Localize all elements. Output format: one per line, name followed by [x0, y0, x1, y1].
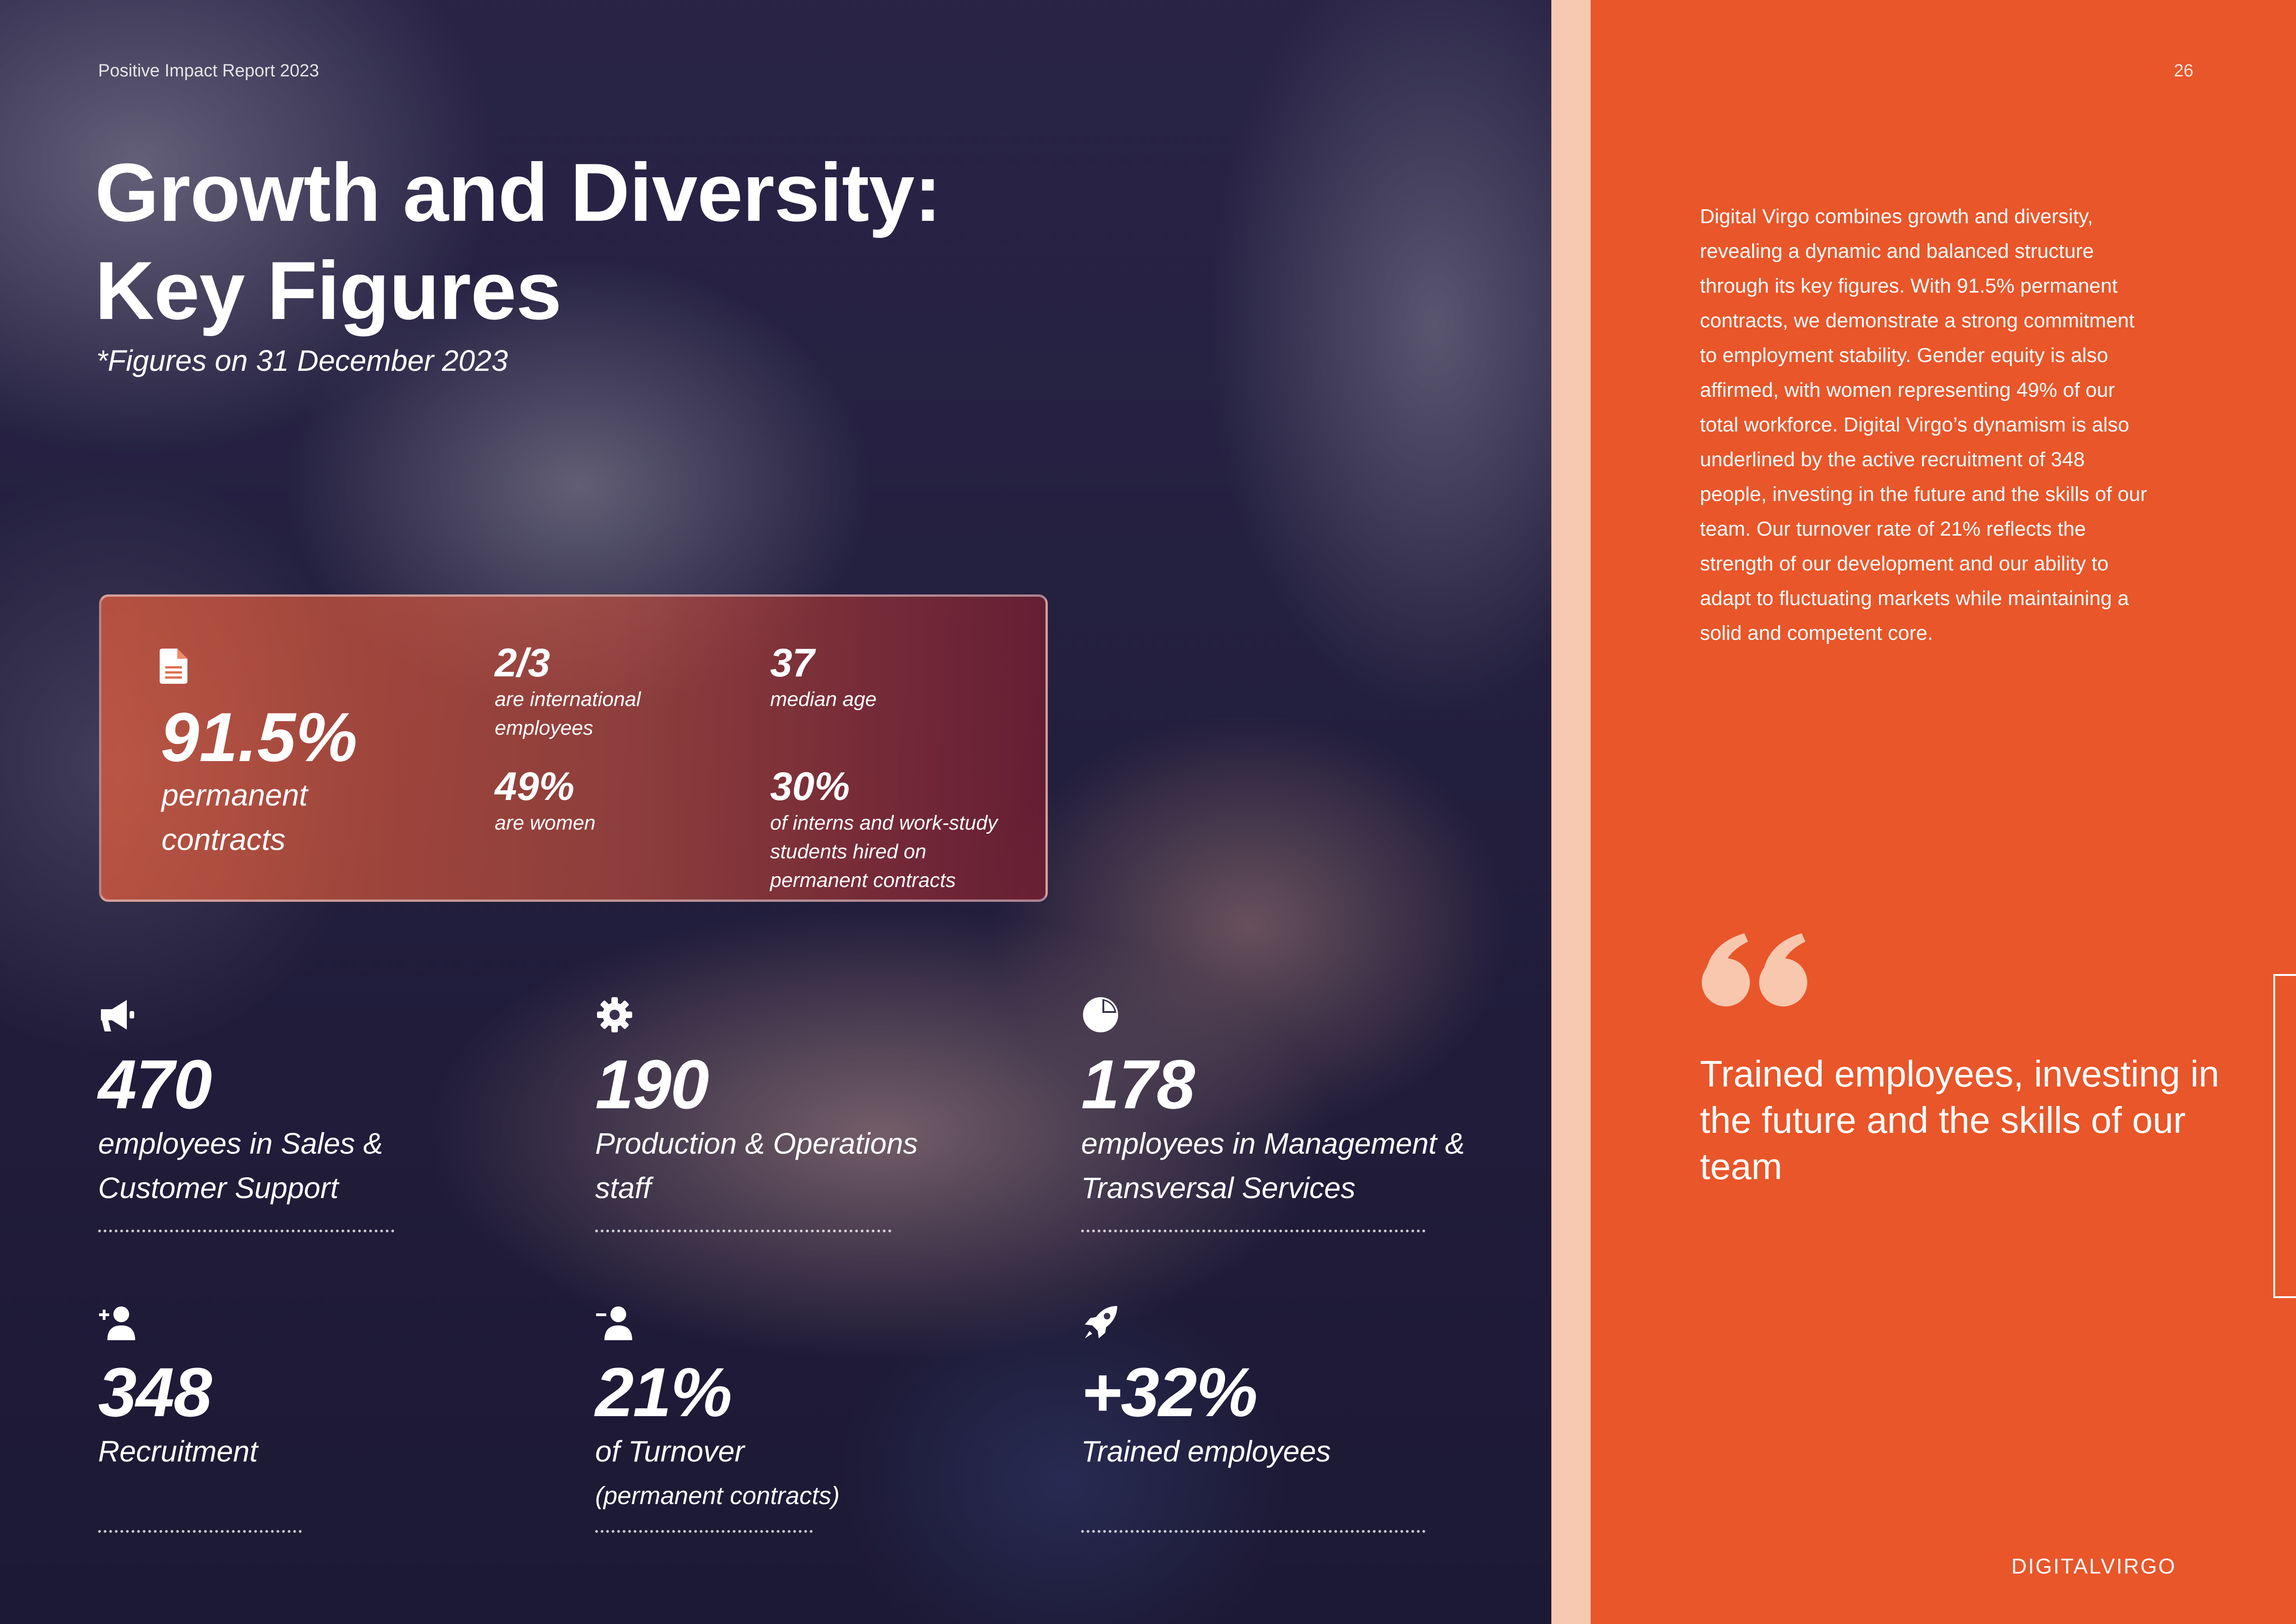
pie-chart-icon [1083, 997, 1118, 1032]
median-age-stat: 37 median age [770, 641, 1029, 714]
user-plus-icon [99, 1306, 135, 1340]
production-label: Production & Operations staff [595, 1127, 918, 1205]
sales-support-label: employees in Sales & Customer Support [98, 1127, 383, 1205]
recruitment-value: 348 [98, 1353, 212, 1431]
key-figures-box: 91.5% permanent contracts 2/3 are intern… [99, 594, 1048, 902]
management-label: employees in Management & Transversal Se… [1081, 1127, 1465, 1205]
permanent-contracts-label: permanent contracts [162, 778, 308, 856]
page-title: Growth and Diversity: Key Figures [95, 144, 1206, 340]
women-stat: 49% are women [495, 764, 754, 837]
trained-value: +32% [1081, 1353, 1258, 1431]
divider [595, 1230, 891, 1232]
median-age-label: median age [770, 688, 877, 711]
permanent-contracts-value: 91.5% [161, 698, 358, 776]
international-value: 2/3 [495, 641, 550, 685]
report-title: Positive Impact Report 2023 [98, 61, 319, 81]
left-page: Positive Impact Report 2023 Growth and D… [0, 0, 1551, 1624]
median-age-value: 37 [770, 641, 815, 685]
management-value: 178 [1081, 1045, 1195, 1123]
page-title-line1: Growth and Diversity: [95, 146, 942, 238]
divider [595, 1530, 813, 1533]
megaphone-icon [101, 1000, 134, 1031]
production-value: 190 [595, 1045, 709, 1123]
recruitment-label: Recruitment [98, 1435, 258, 1468]
rocket-icon [1085, 1306, 1117, 1338]
side-bracket [2273, 974, 2296, 1298]
digitalvirgo-logo: DIGITALVIRGO [2011, 1554, 2177, 1578]
page-title-line2: Key Figures [95, 244, 562, 337]
turnover-stat: 21% of Turnover (permanent contracts) [595, 1303, 928, 1518]
production-stat: 190 Production & Operations staff [595, 995, 928, 1210]
pull-quote: Trained employees, investing in the futu… [1700, 1053, 2220, 1187]
international-label: are international employees [495, 688, 641, 739]
divider [1081, 1230, 1425, 1232]
turnover-label: of Turnover [595, 1435, 745, 1468]
divider [98, 1230, 394, 1232]
interns-value: 30% [770, 764, 850, 809]
divider [98, 1530, 302, 1533]
gear-icon [597, 997, 632, 1032]
divider [1081, 1530, 1425, 1533]
turnover-value: 21% [595, 1353, 732, 1431]
sales-support-stat: 470 employees in Sales & Customer Suppor… [98, 995, 468, 1210]
turnover-sublabel: (permanent contracts) [595, 1482, 840, 1510]
document-icon [160, 649, 187, 684]
user-minus-icon [596, 1306, 632, 1340]
quote-icon [1702, 933, 1807, 1006]
trained-label: Trained employees [1081, 1435, 1331, 1468]
body-paragraph: Digital Virgo combines growth and divers… [1700, 205, 2147, 644]
international-stat: 2/3 are international employees [495, 641, 754, 743]
management-stat: 178 employees in Management & Transversa… [1081, 995, 1507, 1210]
page-subtitle: *Figures on 31 December 2023 [96, 344, 508, 377]
women-label: are women [495, 812, 596, 834]
page-number: 26 [2174, 61, 2194, 81]
interns-label: of interns and work-study students hired… [770, 812, 998, 892]
interns-stat: 30% of interns and work-study students h… [770, 764, 1029, 895]
women-value: 49% [495, 764, 575, 809]
sales-support-value: 470 [98, 1045, 212, 1123]
page-gutter-strip [1551, 0, 1591, 1624]
trained-stat: +32% Trained employees [1081, 1303, 1498, 1474]
recruitment-stat: 348 Recruitment [98, 1303, 431, 1474]
right-page [1591, 0, 2296, 1624]
